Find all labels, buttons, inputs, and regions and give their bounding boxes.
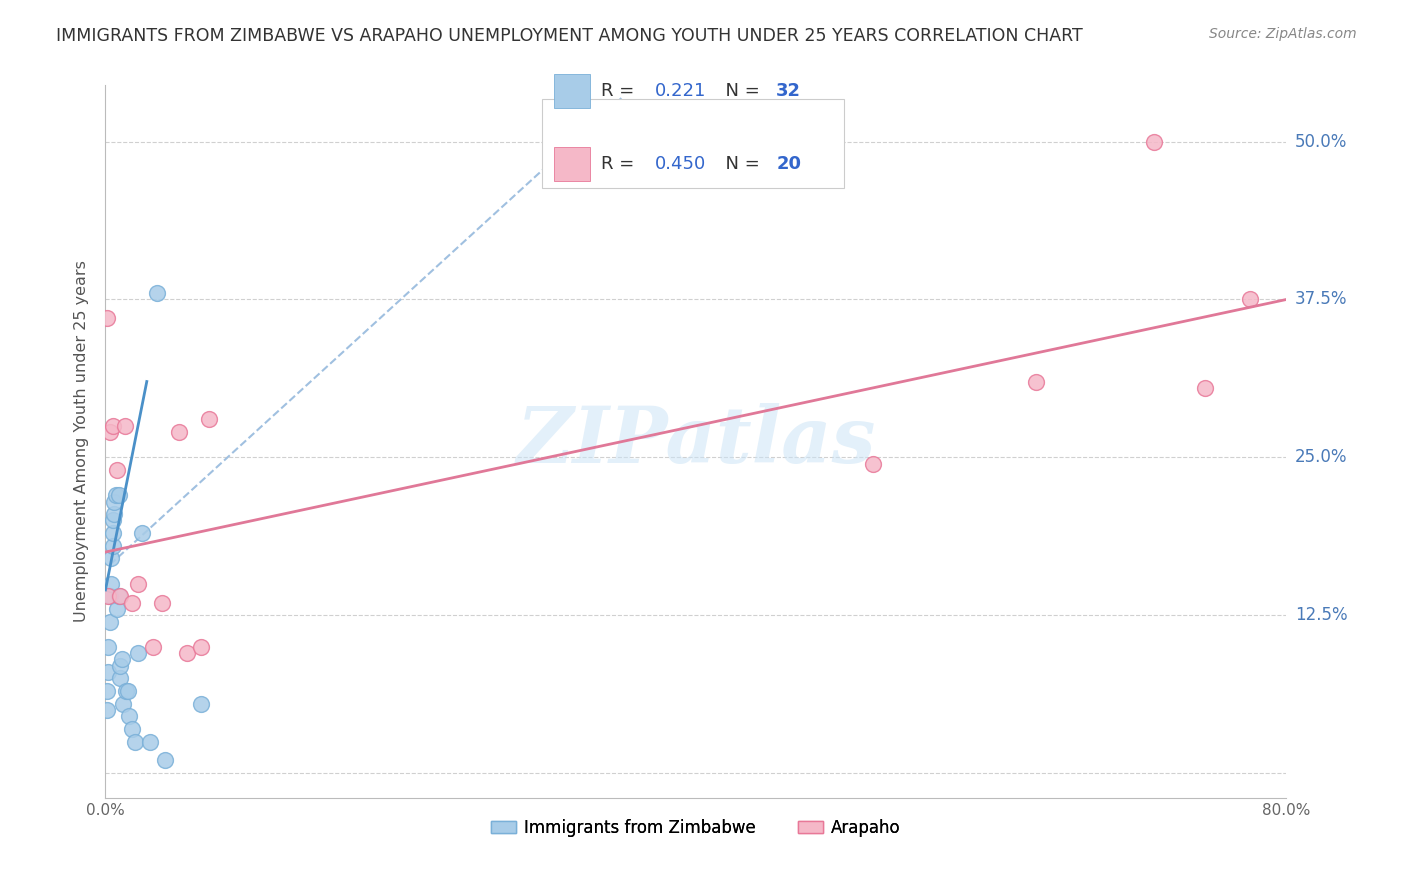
Point [96, 684, 118, 698]
FancyBboxPatch shape [543, 99, 844, 188]
Point [127, 576, 149, 591]
FancyBboxPatch shape [554, 74, 589, 108]
Text: 25.0%: 25.0% [1295, 449, 1347, 467]
Legend: Immigrants from Zimbabwe, Arapaho: Immigrants from Zimbabwe, Arapaho [485, 813, 907, 844]
Point [121, 722, 143, 736]
Text: ZIPatlas: ZIPatlas [516, 403, 876, 480]
Point [107, 488, 129, 502]
Point [101, 418, 124, 433]
Point [105, 463, 128, 477]
Point [101, 526, 124, 541]
Point [110, 671, 132, 685]
Text: N =: N = [714, 155, 765, 173]
Point [146, 286, 169, 301]
Y-axis label: Unemployment Among Youth under 25 years: Unemployment Among Youth under 25 years [75, 260, 90, 623]
Text: R =: R = [602, 155, 641, 173]
Point [190, 640, 212, 654]
Point [114, 418, 136, 433]
Point [101, 513, 124, 527]
Text: R =: R = [602, 82, 641, 100]
Text: 20: 20 [776, 155, 801, 173]
Text: Source: ZipAtlas.com: Source: ZipAtlas.com [1209, 27, 1357, 41]
Point [103, 507, 125, 521]
Point [110, 589, 132, 603]
Point [100, 551, 122, 566]
Text: 0.450: 0.450 [655, 155, 706, 173]
Point [98, 425, 121, 439]
Point [115, 684, 138, 698]
Point [127, 646, 149, 660]
Point [1194, 381, 1216, 395]
Point [124, 734, 146, 748]
Point [98, 589, 121, 603]
Point [176, 646, 198, 660]
Text: 0.221: 0.221 [655, 82, 706, 100]
Text: 12.5%: 12.5% [1295, 607, 1347, 624]
Point [118, 709, 141, 723]
FancyBboxPatch shape [554, 147, 589, 181]
Point [190, 697, 212, 711]
Text: IMMIGRANTS FROM ZIMBABWE VS ARAPAHO UNEMPLOYMENT AMONG YOUTH UNDER 25 YEARS CORR: IMMIGRANTS FROM ZIMBABWE VS ARAPAHO UNEM… [56, 27, 1083, 45]
Point [97, 640, 120, 654]
Point [103, 494, 125, 508]
Point [117, 684, 139, 698]
Text: N =: N = [714, 82, 765, 100]
Point [862, 457, 884, 471]
Point [100, 576, 122, 591]
Point [97, 589, 120, 603]
Point [107, 589, 129, 603]
Point [101, 539, 124, 553]
Point [1143, 135, 1166, 149]
Point [110, 658, 132, 673]
Point [96, 703, 118, 717]
Point [197, 412, 219, 426]
Point [138, 734, 162, 748]
Point [131, 526, 153, 541]
Point [1239, 293, 1261, 307]
Point [96, 311, 118, 326]
Point [150, 596, 173, 610]
Point [98, 615, 121, 629]
Point [97, 665, 120, 679]
Text: 37.5%: 37.5% [1295, 291, 1347, 309]
Point [121, 596, 143, 610]
Point [111, 652, 134, 666]
Text: 32: 32 [776, 82, 801, 100]
Point [105, 602, 128, 616]
Point [142, 640, 165, 654]
Point [112, 697, 135, 711]
Point [169, 425, 191, 439]
Point [104, 488, 127, 502]
Point [1024, 375, 1046, 389]
Point [153, 754, 176, 768]
Text: 50.0%: 50.0% [1295, 133, 1347, 151]
